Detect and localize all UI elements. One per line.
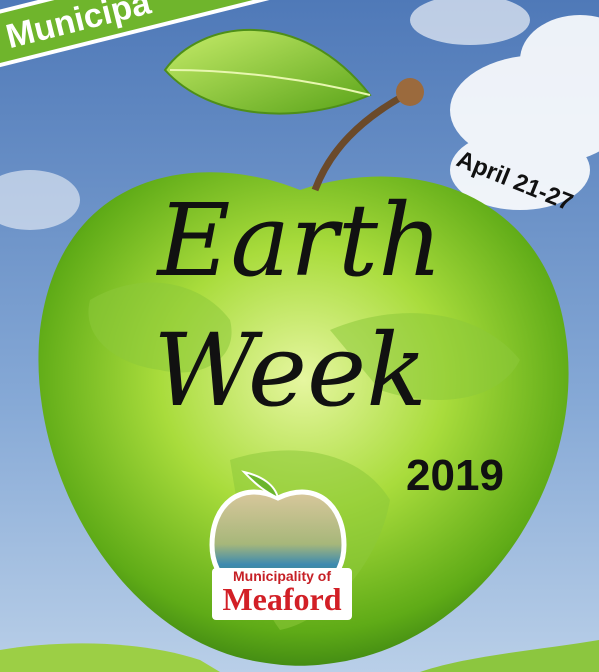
page: Municipa April 21-27 Earth Week 2019 Mun… xyxy=(0,0,599,672)
stem-tip xyxy=(396,78,424,106)
logo-line2: Meaford xyxy=(222,581,341,617)
year: 2019 xyxy=(406,451,504,500)
poster: Municipa April 21-27 Earth Week 2019 Mun… xyxy=(0,0,599,672)
title-line1: Earth xyxy=(155,182,442,299)
title-line2: Week xyxy=(153,312,427,429)
